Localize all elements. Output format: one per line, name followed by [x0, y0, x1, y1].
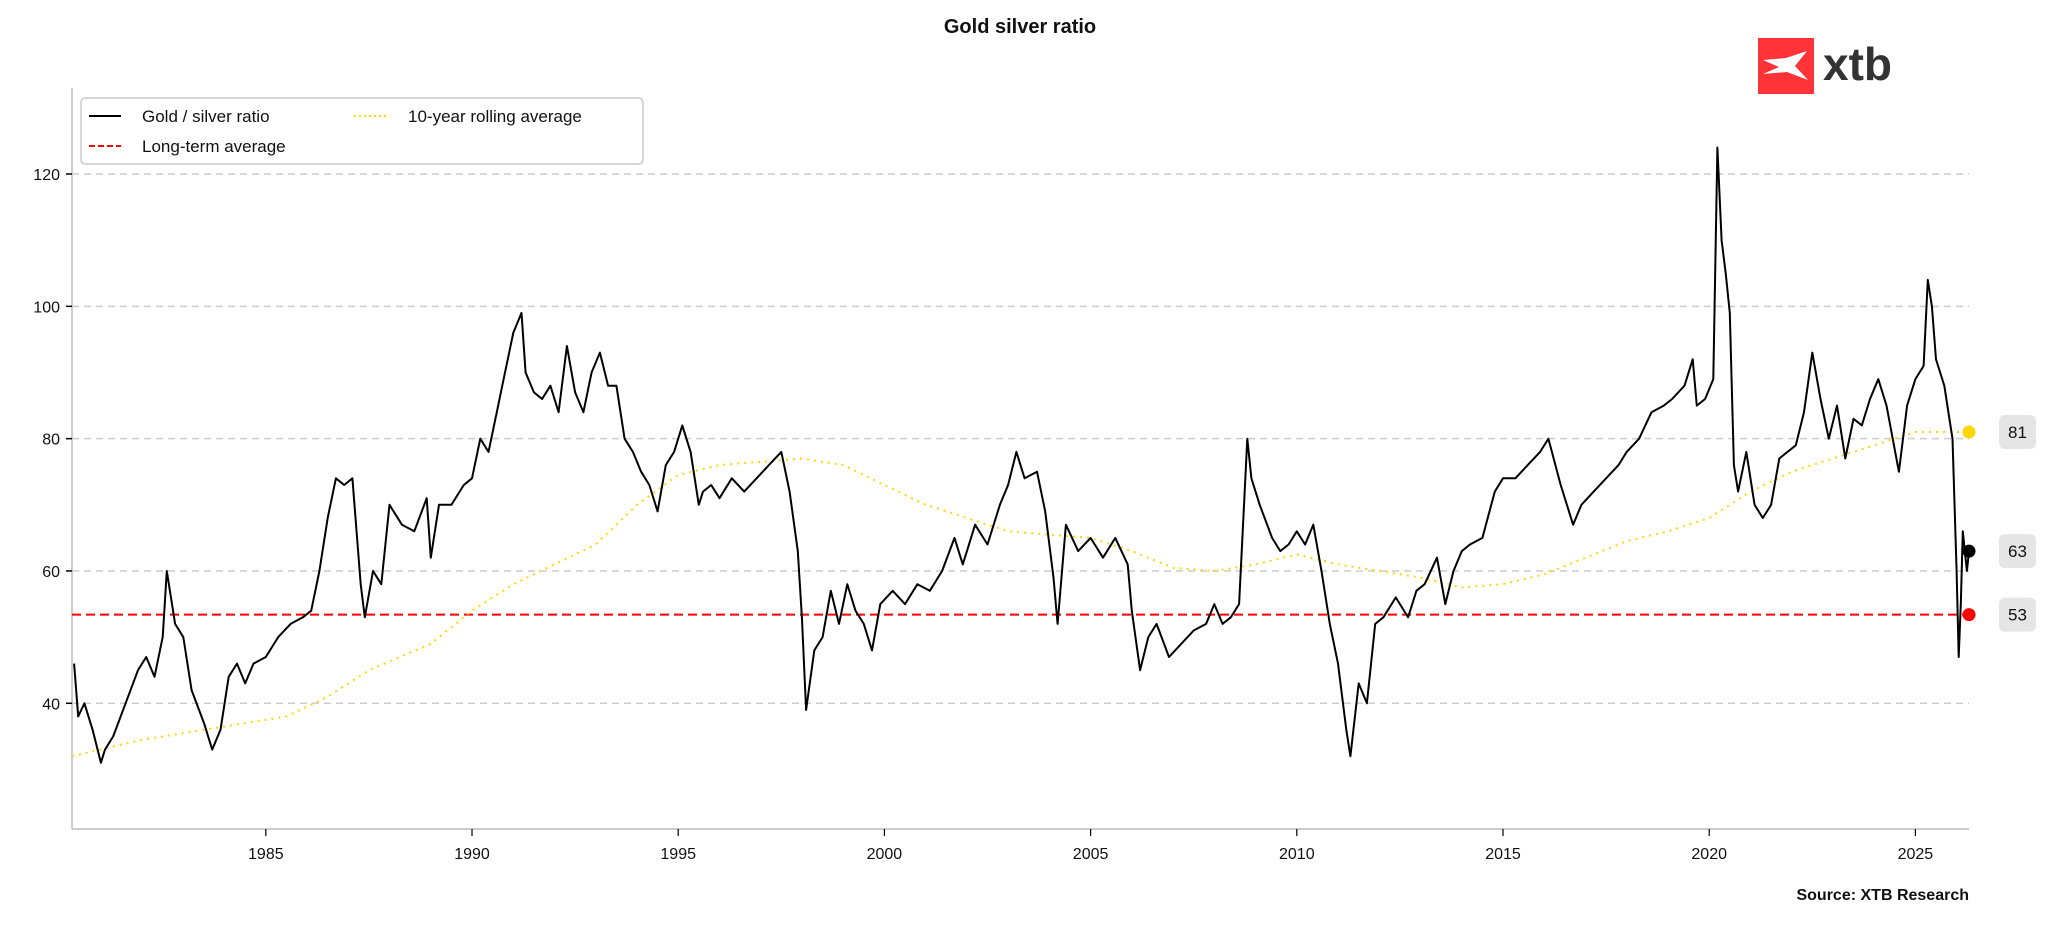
y-tick-label: 120	[33, 167, 60, 184]
series-gold-silver-ratio	[73, 146, 1970, 764]
end-label-badge	[1999, 597, 2036, 632]
grid-lines	[72, 173, 1969, 705]
x-ticks: 1985 1990 1995 2000 2005 2010 2015 2020 2025	[248, 829, 1933, 863]
legend-label-rolling: 10-year rolling average	[408, 107, 582, 126]
end-label-badge	[1999, 415, 2036, 450]
y-ticks: 40 60 80 100 120	[33, 167, 72, 713]
plot-area	[71, 146, 1970, 764]
chart-title: Gold silver ratio	[944, 16, 1096, 38]
xtb-logo-x-icon	[1763, 51, 1808, 80]
legend-label-longterm: Long-term average	[142, 137, 286, 156]
end-label-badge	[1999, 534, 2036, 569]
legend-label-ratio: Gold / silver ratio	[142, 107, 270, 126]
x-tick-label: 1990	[454, 846, 490, 863]
x-tick-label: 1985	[248, 846, 284, 863]
x-tick-label: 1995	[660, 846, 696, 863]
end-label-value: 81	[2008, 423, 2027, 442]
x-tick-label: 2010	[1279, 846, 1315, 863]
end-point-marker	[1962, 544, 1976, 558]
y-tick-label: 80	[42, 432, 60, 449]
legend-box	[80, 97, 644, 165]
x-tick-label: 2025	[1898, 846, 1934, 863]
axes	[71, 88, 1969, 830]
x-tick-label: 2015	[1485, 846, 1521, 863]
series-10-year-rolling-average	[71, 431, 1969, 758]
end-point-marker	[1962, 608, 1976, 622]
end-label-value: 63	[2008, 542, 2027, 561]
source-note: Source: XTB Research	[1796, 887, 1969, 904]
end-labels: 81 63 53	[1962, 415, 2036, 632]
y-tick-label: 60	[42, 564, 60, 581]
xtb-logo: xtb	[1758, 38, 1892, 94]
legend: Gold / silver ratio 10-year rolling aver…	[80, 97, 644, 165]
end-point-marker	[1962, 425, 1976, 439]
y-tick-label: 100	[33, 299, 60, 316]
xtb-logo-text: xtb	[1823, 38, 1892, 90]
end-label-value: 53	[2008, 606, 2027, 625]
x-tick-label: 2000	[867, 846, 903, 863]
y-tick-label: 40	[42, 696, 60, 713]
x-tick-label: 2005	[1073, 846, 1109, 863]
x-tick-label: 2020	[1691, 846, 1727, 863]
